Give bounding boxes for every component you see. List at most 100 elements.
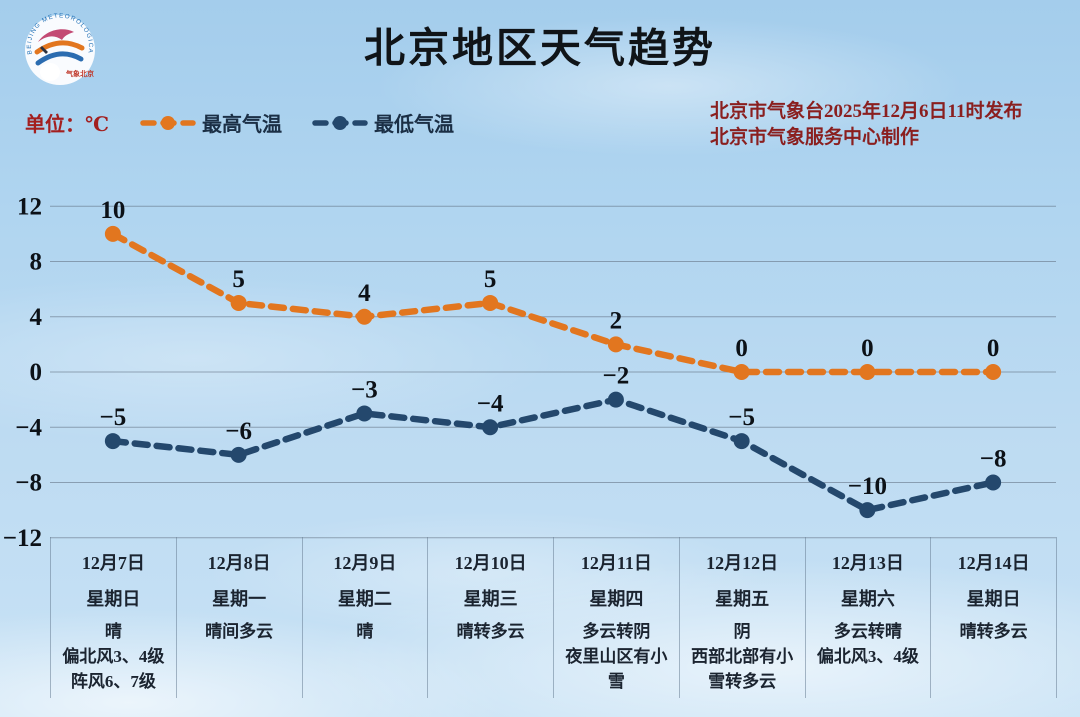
forecast-column: 12月10日 星期三晴转多云: [427, 537, 553, 698]
data-point-label: −4: [477, 390, 504, 417]
issue-info: 北京市气象台2025年12月6日11时发布 北京市气象服务中心制作: [710, 99, 1022, 151]
date-label: 12月7日: [81, 553, 145, 573]
data-point-marker: [607, 336, 624, 353]
min-temp-line-icon: [312, 115, 368, 130]
weather-text-line: 偏北风3、4级: [816, 647, 919, 666]
issue-line-1: 北京市气象台2025年12月6日11时发布: [710, 101, 1023, 122]
chart-legend: 最高气温 最低气温: [140, 108, 454, 137]
logo-bird-icon: [38, 29, 74, 42]
weather-description: 晴间多云: [177, 619, 302, 644]
data-point-marker: [859, 364, 876, 380]
data-point-label: −2: [603, 363, 630, 390]
legend-min-temp-label: 最低气温: [374, 114, 454, 136]
logo-orange-arc: [34, 40, 85, 55]
data-point-marker: [985, 474, 1002, 491]
data-point-marker: [482, 294, 499, 311]
logo-arrow-icon: [40, 46, 48, 54]
forecast-column: 12月7日星期日晴偏北风3、4级 阵风6、7级: [50, 537, 176, 698]
weather-description: 晴: [303, 619, 428, 644]
legend-max-temp-label: 最高气温: [202, 114, 282, 136]
data-point-marker: [356, 308, 373, 325]
data-point-marker: [733, 364, 750, 380]
forecast-table: 12月7日 星期日晴偏北风3、4级 阵风6、7级 12月8日 星期一 晴间多云 12月9日星…: [50, 537, 1057, 698]
data-point-marker: [985, 364, 1002, 380]
weekday-label: 星期四: [589, 589, 644, 609]
unit-label: 单位：℃: [25, 114, 109, 136]
logo-cloud-icon: [40, 63, 60, 81]
data-point-label: −3: [351, 376, 378, 403]
forecast-column: 12月13日 星期六多云转晴偏北风3、4级: [804, 537, 931, 698]
weekday-label: 星期日: [966, 589, 1021, 609]
forecast-column: 12月8日 星期一 晴间多云: [175, 537, 302, 698]
weather-text-line: 阴: [733, 622, 751, 641]
issue-line-2: 北京市气象服务中心制作: [710, 127, 920, 148]
data-point-marker: [104, 225, 121, 242]
weather-text-line: 晴转多云: [456, 622, 525, 641]
data-point-marker: [356, 405, 373, 422]
data-point-label: −5: [728, 404, 755, 431]
data-point-label: −5: [100, 404, 127, 431]
data-point-marker: [230, 294, 247, 311]
y-axis-tick-label: 4: [30, 304, 43, 331]
data-point-label: 5: [484, 266, 497, 293]
weather-description: 晴转多云: [428, 619, 553, 644]
y-axis-tick-label: 8: [30, 249, 43, 276]
data-point-label: 2: [610, 307, 623, 334]
forecast-column: 12月14日 星期日晴转多云: [930, 537, 1057, 698]
legend-max-temp: 最高气温: [140, 108, 282, 137]
weather-text-line: 多云转晴: [833, 622, 902, 641]
forecast-column: 12月9日星期二晴: [301, 537, 428, 698]
min-temp-series-line: [109, 396, 997, 514]
weather-description: 阴西部北部有小 雪转多云: [680, 619, 805, 694]
weather-description: 多云转晴偏北风3、4级: [806, 619, 931, 669]
y-axis-tick-label: −12: [3, 525, 42, 552]
date-label: 12月12日: [706, 553, 779, 573]
data-point-label: 5: [232, 266, 245, 293]
data-point-marker: [859, 502, 876, 519]
forecast-column: 12月11日 星期四多云转阴 夜里山区有小雪: [553, 537, 679, 698]
data-point-label: 10: [100, 197, 125, 224]
weekday-label: 星期一: [212, 589, 267, 609]
data-point-label: 0: [735, 335, 748, 362]
weather-text-line: 晴: [356, 622, 374, 641]
weather-description: 晴转多云: [931, 619, 1056, 644]
weather-description: 多云转阴 夜里山区有小雪: [554, 619, 679, 694]
weekday-label: 星期五: [715, 589, 770, 609]
y-axis-tick-label: 12: [17, 193, 42, 220]
data-point-label: 0: [987, 335, 1000, 362]
logo-seal-text: 气象北京: [65, 69, 94, 78]
data-point-marker: [230, 446, 247, 463]
data-point-label: 4: [358, 280, 371, 307]
date-label: 12月9日: [333, 553, 397, 573]
y-axis-tick-label: 0: [30, 359, 43, 386]
legend-min-temp: 最低气温: [312, 108, 454, 137]
weather-text-line: 雪: [607, 672, 625, 691]
weather-text-line: 西部北部有小: [691, 647, 794, 666]
weekday-label: 星期二: [337, 589, 392, 609]
weather-text-line: 多云转阴: [582, 622, 651, 641]
page-title: 北京地区天气趋势: [364, 25, 716, 71]
date-label: 12月13日: [831, 553, 904, 573]
data-point-label: −8: [980, 446, 1007, 473]
weekday-label: 星期六: [840, 589, 895, 609]
date-label: 12月14日: [957, 553, 1030, 573]
date-label: 12月11日: [580, 553, 652, 573]
weather-description: 晴偏北风3、4级 阵风6、7级: [51, 619, 176, 694]
weekday-label: 星期三: [463, 589, 518, 609]
weather-text-line: 晴: [104, 622, 122, 641]
date-label: 12月10日: [454, 553, 527, 573]
weekday-label: 星期日: [86, 589, 141, 609]
data-point-label: −10: [848, 473, 887, 500]
forecast-column: 12月12日 星期五阴西部北部有小 雪转多云: [678, 537, 805, 698]
weather-text-line: 偏北风3、4级: [62, 647, 165, 666]
weather-text-line: 阵风6、7级: [70, 672, 156, 691]
data-point-marker: [607, 391, 624, 408]
weather-text-line: 晴转多云: [959, 622, 1028, 641]
data-point-label: −6: [225, 418, 252, 445]
weather-text-line: 晴间多云: [205, 622, 274, 641]
data-point-marker: [104, 433, 121, 450]
max-temp-line-icon: [140, 115, 196, 130]
max-temp-series-line: [109, 230, 997, 376]
beijing-meteorological-service-logo: BEIJING METEOROLOGICAL SERVICE 气象北京: [22, 6, 95, 85]
